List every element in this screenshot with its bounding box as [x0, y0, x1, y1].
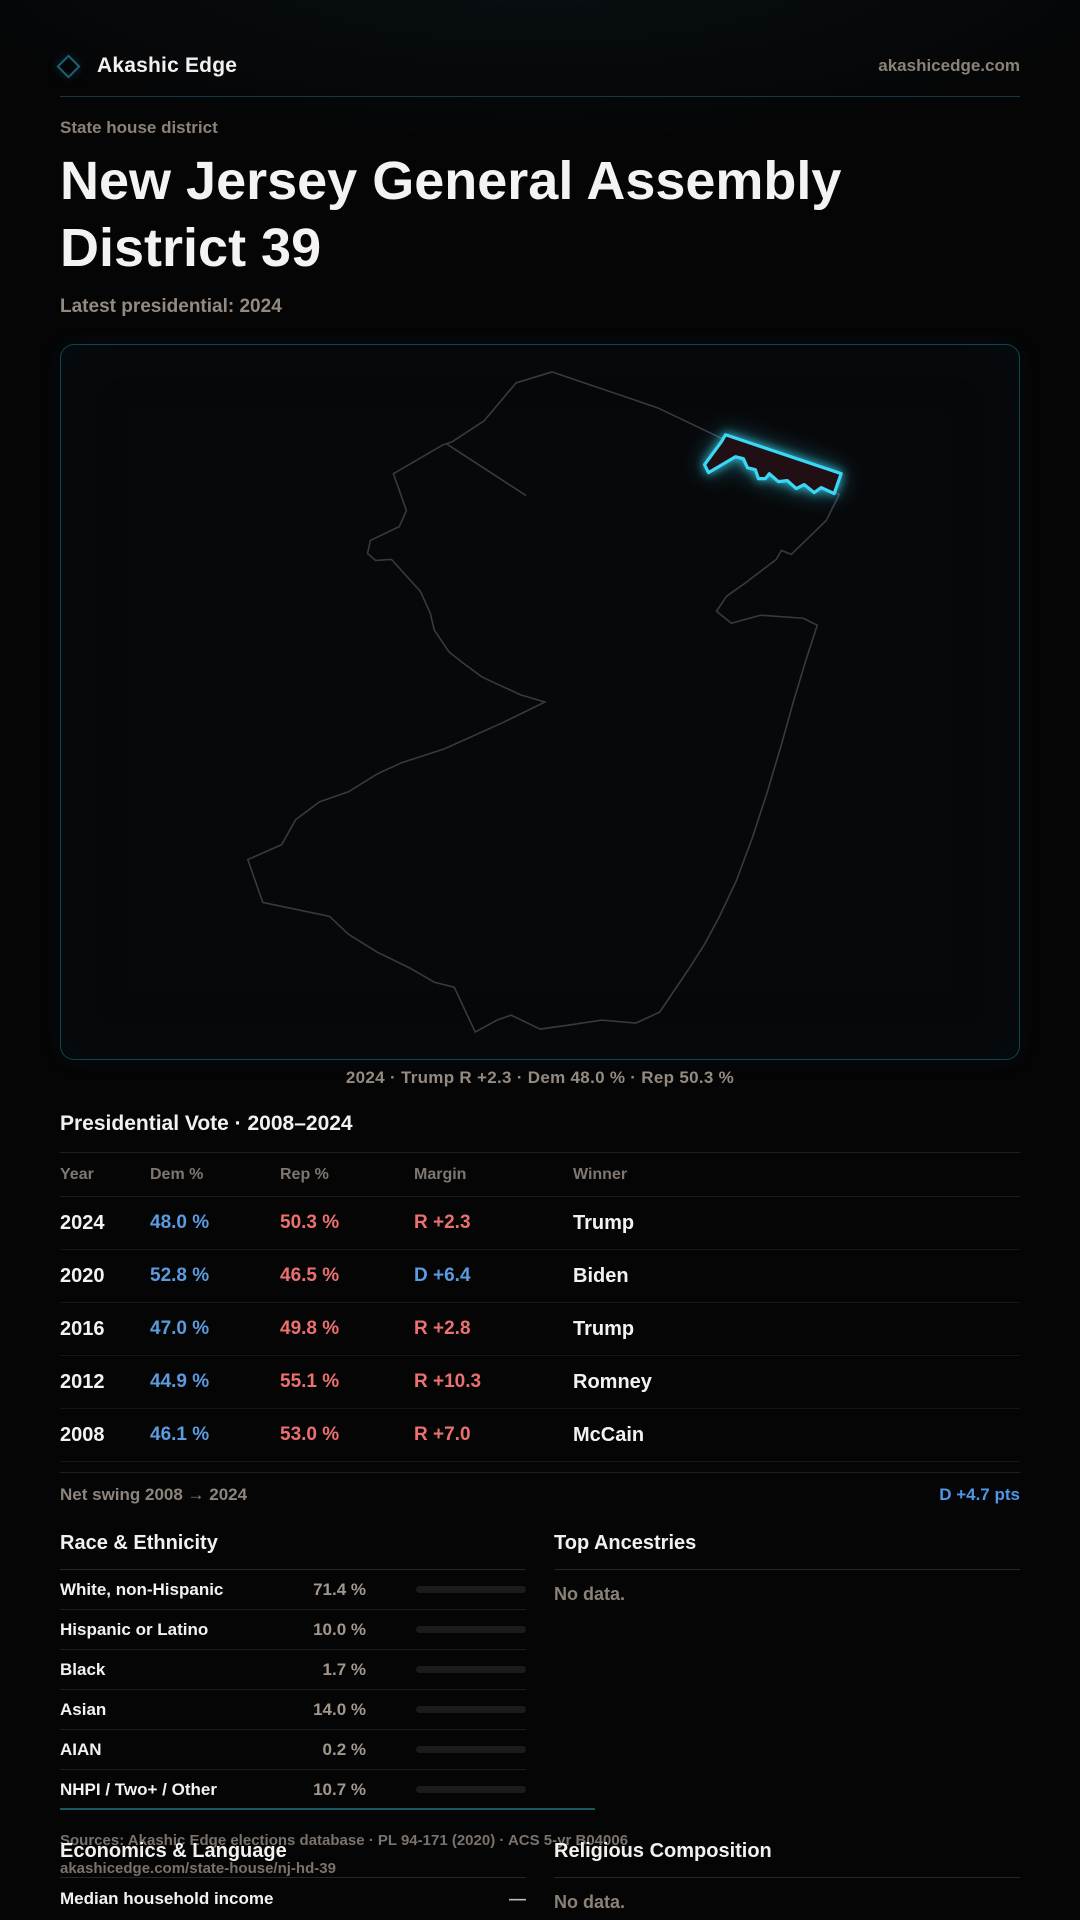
race-bar-track [416, 1586, 526, 1593]
median-household-income-row: Median household income — [60, 1878, 526, 1920]
religious-composition-section: Religious Composition No data. [554, 1840, 1020, 1913]
religious-composition-title: Religious Composition [554, 1840, 1020, 1878]
latest-presidential-label: Latest presidential: 2024 [60, 296, 282, 317]
cell-year: 2008 [60, 1423, 105, 1446]
race-value: 0.2 % [322, 1739, 366, 1759]
site-url[interactable]: akashicedge.com [878, 56, 1020, 75]
race-row: AIAN 0.2 % [60, 1730, 526, 1770]
cell-winner: Romney [573, 1370, 652, 1393]
race-label: Black [60, 1659, 106, 1679]
header-divider [60, 96, 1020, 97]
sources-footer: Sources: Akashic Edge elections database… [60, 1827, 628, 1883]
cell-dem-pct: 48.0 % [150, 1212, 210, 1233]
ancestries-no-data-text: No data. [554, 1584, 626, 1604]
sources-line: Sources: Akashic Edge elections database… [60, 1832, 629, 1849]
presidential-vote-section: Presidential Vote · 2008–2024 Year Dem %… [60, 1112, 1020, 1462]
median-household-income-label: Median household income [60, 1889, 274, 1908]
cell-year: 2020 [60, 1264, 105, 1287]
race-bar-track [416, 1626, 526, 1633]
top-ancestries-section: Top Ancestries No data. [554, 1532, 1020, 1605]
col-header-year: Year [60, 1165, 94, 1183]
cell-winner: Trump [573, 1211, 635, 1234]
race-value: 1.7 % [322, 1659, 366, 1679]
district-map [60, 344, 1020, 1060]
cell-margin: R +2.3 [414, 1212, 471, 1233]
race-label: Hispanic or Latino [60, 1619, 209, 1639]
cell-rep-pct: 49.8 % [280, 1318, 340, 1339]
race-row: Asian 14.0 % [60, 1690, 526, 1730]
vote-table-header-row: Year Dem % Rep % Margin Winner [60, 1153, 1020, 1197]
race-label: AIAN [60, 1739, 102, 1759]
cell-dem-pct: 47.0 % [150, 1318, 210, 1339]
vote-table-row: 2016 47.0 % 49.8 % R +2.8 Trump [60, 1303, 1020, 1356]
race-value: 14.0 % [313, 1699, 366, 1719]
economics-language-section: Economics & Language Median household in… [60, 1840, 526, 1920]
race-value: 71.4 % [313, 1579, 366, 1599]
vote-table-row: 2012 44.9 % 55.1 % R +10.3 Romney [60, 1356, 1020, 1409]
vote-table-row: 2020 52.8 % 46.5 % D +6.4 Biden [60, 1250, 1020, 1303]
cell-margin: R +7.0 [414, 1424, 471, 1445]
cell-rep-pct: 53.0 % [280, 1424, 340, 1445]
race-label: NHPI / Two+ / Other [60, 1779, 217, 1799]
cell-rep-pct: 46.5 % [280, 1265, 340, 1286]
nj-border-spur-line [445, 443, 527, 497]
cell-year: 2012 [60, 1370, 105, 1393]
col-header-rep: Rep % [280, 1165, 329, 1183]
site-header: Akashic Edge akashicedge.com [56, 46, 1020, 86]
district-type-eyebrow: State house district [60, 118, 218, 137]
religion-no-data-text: No data. [554, 1892, 626, 1912]
district-39-shape[interactable] [702, 433, 843, 496]
cell-margin: D +6.4 [414, 1265, 471, 1286]
cell-margin: R +2.8 [414, 1318, 471, 1339]
net-swing-value: D +4.7 pts [939, 1484, 1020, 1504]
race-ethnicity-title: Race & Ethnicity [60, 1532, 526, 1570]
race-value: 10.7 % [313, 1779, 366, 1799]
cell-margin: R +10.3 [414, 1371, 482, 1392]
race-label: Asian [60, 1699, 107, 1719]
page-title: New Jersey General Assembly District 39 [60, 151, 842, 278]
vote-table-body: 2024 48.0 % 50.3 % R +2.3 Trump 2020 52.8 % 46.… [60, 1197, 1020, 1462]
cell-dem-pct: 52.8 % [150, 1265, 210, 1286]
cell-year: 2016 [60, 1317, 105, 1340]
cell-rep-pct: 50.3 % [280, 1212, 340, 1233]
race-bar-track [416, 1666, 526, 1673]
vote-table-row: 2008 46.1 % 53.0 % R +7.0 McCain [60, 1409, 1020, 1462]
map-caption: 2024 · Trump R +2.3 · Dem 48.0 % · Rep 5… [345, 1068, 735, 1087]
race-label: White, non-Hispanic [60, 1579, 224, 1599]
top-ancestries-title: Top Ancestries [554, 1532, 1020, 1570]
race-bar-track [416, 1706, 526, 1713]
race-ethnicity-list: White, non-Hispanic 71.4 % Hispanic or Lat… [60, 1570, 526, 1810]
cell-dem-pct: 46.1 % [150, 1424, 210, 1445]
race-section-accent-line [60, 1808, 595, 1810]
cell-winner: Biden [573, 1264, 629, 1287]
race-ethnicity-section: Race & Ethnicity White, non-Hispanic 71.4… [60, 1532, 526, 1810]
cell-dem-pct: 44.9 % [150, 1371, 210, 1392]
permalink-line[interactable]: akashicedge.com/state-house/nj-hd-39 [60, 1860, 336, 1877]
race-row: NHPI / Two+ / Other 10.7 % [60, 1770, 526, 1810]
brand-diamond-icon [56, 53, 81, 79]
cell-winner: McCain [573, 1423, 645, 1446]
race-bar-track [416, 1746, 526, 1753]
cell-winner: Trump [573, 1317, 635, 1340]
brand-name: Akashic Edge [97, 54, 238, 77]
race-row: Black 1.7 % [60, 1650, 526, 1690]
vote-table-row: 2024 48.0 % 50.3 % R +2.3 Trump [60, 1197, 1020, 1250]
col-header-margin: Margin [414, 1165, 467, 1183]
vote-table-title: Presidential Vote · 2008–2024 [60, 1112, 1020, 1153]
median-household-income-value: — [509, 1889, 526, 1908]
net-swing-row: Net swing 2008 → 2024 D +4.7 pts [60, 1472, 1020, 1516]
economics-language-title: Economics & Language [60, 1840, 526, 1878]
race-row: Hispanic or Latino 10.0 % [60, 1610, 526, 1650]
cell-year: 2024 [60, 1211, 105, 1234]
cell-rep-pct: 55.1 % [280, 1371, 340, 1392]
new-jersey-map-svg [247, 371, 843, 1033]
race-row: White, non-Hispanic 71.4 % [60, 1570, 526, 1610]
race-bar-track [416, 1786, 526, 1793]
col-header-dem: Dem % [150, 1165, 204, 1183]
nj-state-outline [247, 371, 840, 1033]
race-value: 10.0 % [313, 1619, 366, 1639]
col-header-winner: Winner [573, 1165, 628, 1183]
net-swing-label: Net swing 2008 → 2024 [60, 1484, 248, 1504]
